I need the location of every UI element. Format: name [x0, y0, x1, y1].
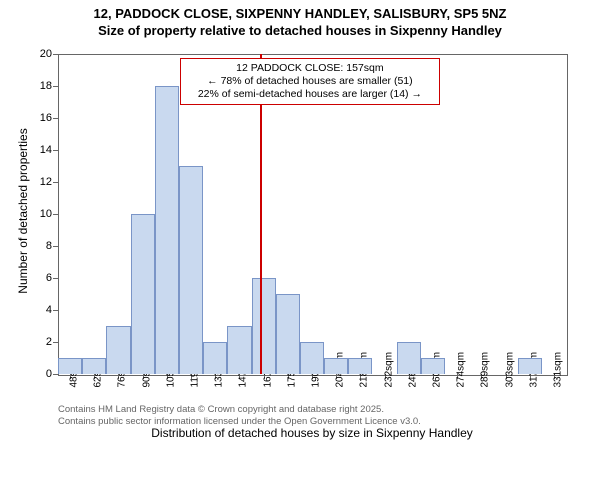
histogram-bar [179, 166, 203, 374]
histogram-bar [518, 358, 542, 374]
histogram-bar [131, 214, 155, 374]
y-tick-label: 2 [22, 336, 52, 348]
histogram-bar [155, 86, 179, 374]
credit-line-2: Contains public sector information licen… [58, 416, 421, 428]
title-line-1: 12, PADDOCK CLOSE, SIXPENNY HANDLEY, SAL… [0, 6, 600, 23]
x-axis-label: Distribution of detached houses by size … [58, 426, 566, 440]
annotation-line-1: 12 PADDOCK CLOSE: 157sqm [187, 62, 433, 75]
credit-line-1: Contains HM Land Registry data © Crown c… [58, 404, 421, 416]
y-tick-label: 18 [22, 80, 52, 92]
chart-container: 02468101214161820 48sqm62sqm76sqm90sqm10… [0, 44, 600, 454]
title-line-2: Size of property relative to detached ho… [0, 23, 600, 40]
histogram-bar [82, 358, 106, 374]
histogram-bar [300, 342, 324, 374]
histogram-bar [252, 278, 276, 374]
histogram-bar [397, 342, 421, 374]
chart-title: 12, PADDOCK CLOSE, SIXPENNY HANDLEY, SAL… [0, 0, 600, 40]
credit-text: Contains HM Land Registry data © Crown c… [58, 404, 421, 428]
y-tick-mark [53, 374, 58, 375]
annotation-line-3: 22% of semi-detached houses are larger (… [187, 88, 433, 101]
histogram-bar [276, 294, 300, 374]
histogram-bar [203, 342, 227, 374]
histogram-bar [227, 326, 251, 374]
histogram-bar [58, 358, 82, 374]
histogram-bar [106, 326, 130, 374]
y-tick-label: 20 [22, 48, 52, 60]
y-axis-label: Number of detached properties [16, 111, 30, 311]
annotation-box: 12 PADDOCK CLOSE: 157sqm ← 78% of detach… [180, 58, 440, 105]
y-tick-label: 0 [22, 368, 52, 380]
histogram-bar [348, 358, 372, 374]
histogram-bar [324, 358, 348, 374]
annotation-line-2: ← 78% of detached houses are smaller (51… [187, 75, 433, 88]
histogram-bar [421, 358, 445, 374]
